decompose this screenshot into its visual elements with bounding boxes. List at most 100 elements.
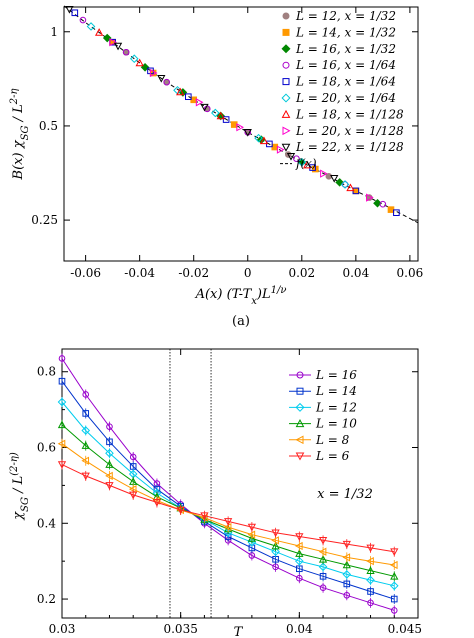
panel-b-point-series-4: [389, 560, 398, 570]
panel-a-x-tick-label: -0.04: [124, 266, 155, 280]
panel-a-legend-label: L = 18, x = 1/64: [295, 75, 396, 89]
panel-a-point-series-7: [366, 193, 374, 202]
panel-b-y-tick-label: 0.8: [37, 365, 56, 379]
panel-b-point-series-0: [106, 423, 113, 430]
panel-b-point-series-3: [81, 441, 90, 449]
panel-a-legend-marker: [281, 109, 291, 118]
panel-a-legend-label: L = 14, x = 1/32: [295, 25, 396, 39]
panel-b-legend-label: L = 8: [315, 433, 350, 447]
panel-a-point-series-6: [216, 111, 225, 120]
panel-b-x-tick-label: 0.04: [286, 622, 313, 636]
panel-b-point-series-4: [318, 547, 327, 556]
panel-b-point-series-2: [342, 570, 352, 579]
panel-b-point-series-2: [366, 575, 375, 585]
panel-b-point-series-5: [390, 548, 399, 557]
panel-b-legend-marker: [296, 387, 304, 395]
panel-a-point-series-7: [320, 169, 328, 178]
panel-b-point-series-1: [106, 438, 113, 446]
panel-b-frame: [61, 348, 419, 619]
panel-b-legend-marker: [296, 371, 304, 379]
panel-b-point-series-1: [367, 588, 374, 595]
panel-b-legend-label: L = 10: [315, 417, 357, 431]
panel-b-point-series-5: [105, 482, 114, 490]
panel-b-point-series-4: [57, 439, 66, 448]
panel-a-y-axis-label: B(x) χSG / L2-η: [9, 89, 31, 181]
panel-b-point-series-5: [366, 544, 375, 553]
panel-a-legend-marker: [281, 93, 291, 103]
panel-a-point-series-4: [71, 9, 79, 17]
panel-b-point-series-5: [318, 537, 328, 545]
panel-b-point-series-0: [390, 607, 398, 614]
panel-a-point-series-2: [373, 198, 382, 208]
panel-b-point-series-2: [57, 397, 67, 407]
panel-b-point-series-1: [319, 573, 327, 580]
panel-a-point-series-2: [102, 33, 112, 43]
panel-a-legend-label: L = 12, x = 1/32: [295, 9, 396, 23]
panel-b-legend-label: L = 16: [315, 368, 357, 382]
panel-b-point-series-5: [200, 512, 209, 521]
panel-a-point-series-6: [135, 58, 144, 67]
panel-a-y-tick-label: 0.25: [31, 213, 58, 227]
panel-a-point-series-7: [109, 38, 117, 47]
panel-a-point-series-6: [176, 87, 185, 96]
panel-a-point-series-5: [129, 54, 139, 64]
panel-a-point-series-8: [65, 5, 74, 14]
panel-a-point-series-6: [303, 160, 312, 169]
panel-b-y-tick-label: 0.2: [37, 592, 56, 606]
panel-a-point-series-7: [195, 98, 204, 107]
panel-a-legend: L = 12, x = 1/32 L = 14, x = 1/32 L = 16, …: [280, 9, 404, 171]
panel-a-point-series-5: [340, 180, 350, 189]
panel-b-point-series-0: [367, 599, 374, 607]
panel-b-point-series-4: [366, 557, 374, 566]
panel-b-point-series-5: [57, 461, 67, 469]
panel-a-point-series-2: [216, 111, 226, 121]
panel-a-legend-label: L = 20, x = 1/64: [295, 91, 396, 105]
panel-a-point-series-3: [79, 16, 87, 24]
panel-a-x-tick-label: 0: [244, 266, 252, 280]
panel-a-point-series-8: [113, 42, 123, 51]
panel-b-y-tick-label: 0.6: [37, 441, 56, 455]
panel-a-y-tick-label: 0.5: [39, 119, 58, 133]
panel-a-x-axis-label: A(x) (T-Tx)L1/ν: [195, 285, 287, 307]
panel-a: -0.06 -0.04 -0.02 0 0.02 0.04 0.06 1 0.5 0.25 L =…: [9, 5, 424, 329]
panel-b-point-series-0: [82, 391, 90, 398]
panel-a-legend-label: L = 22, x = 1/128: [295, 140, 404, 154]
panel-a-x-tick-label: 0.04: [342, 266, 369, 280]
panel-a-point-series-6: [346, 183, 355, 192]
panel-b-legend-label: L = 12: [315, 400, 357, 414]
panel-b-point-series-3: [247, 534, 257, 542]
panel-a-fx-curve: [63, 5, 419, 224]
panel-b-point-series-3: [390, 571, 399, 580]
panel-a-legend-marker: [282, 126, 291, 136]
panel-b-point-series-5: [81, 472, 90, 481]
panel-a-point-series-3: [122, 48, 130, 56]
panel-a-legend-label: L = 20, x = 1/128: [295, 124, 404, 138]
panel-a-legend-marker: [282, 28, 290, 36]
panel-a-point-series-8: [200, 103, 209, 112]
panel-a-point-series-4: [222, 116, 230, 123]
panel-b-point-series-2: [105, 448, 114, 458]
panel-a-x-tick-label: 0.06: [397, 266, 424, 280]
panel-b-point-series-5: [247, 523, 257, 532]
panel-a-point-series-8: [157, 74, 166, 83]
panel-b-point-series-5: [152, 499, 162, 507]
panel-b-legend-marker: [295, 452, 305, 461]
panel-b-point-series-5: [176, 506, 185, 515]
panel-a-point-series-5: [254, 133, 263, 143]
panel-b-point-series-3: [342, 560, 351, 569]
panel-a-legend-label: L = 18, x = 1/128: [295, 107, 404, 121]
panel-a-legend-label: L = 16, x = 1/64: [295, 58, 396, 72]
panel-a-legend-marker: [282, 61, 290, 69]
panel-b-point-series-0: [129, 453, 137, 461]
panel-a-point-series-3: [163, 78, 170, 86]
panel-b-x-tick-label: 0.045: [388, 622, 422, 636]
panel-a-point-series-3: [341, 181, 349, 188]
panel-b-point-series-1: [82, 410, 90, 417]
panel-b-point-series-5: [271, 529, 280, 538]
panel-b-point-series-3: [318, 554, 328, 563]
panel-b-point-series-1: [343, 580, 351, 588]
panel-b-point-series-4: [247, 530, 256, 539]
panel-b-point-series-0: [58, 355, 66, 362]
panel-b-point-series-3: [271, 541, 280, 550]
